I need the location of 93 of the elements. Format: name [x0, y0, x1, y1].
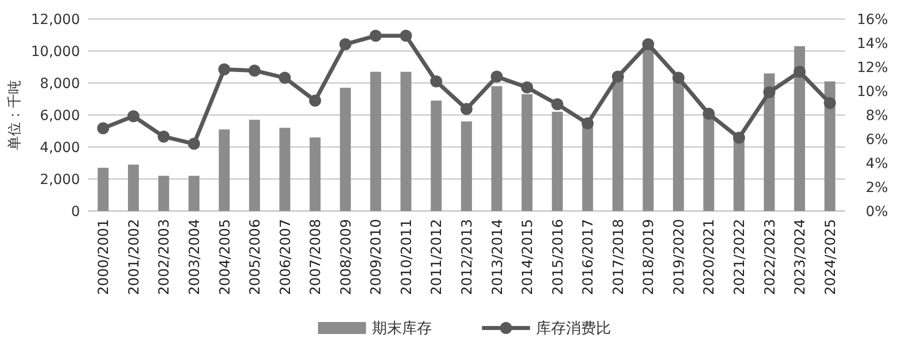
bar [158, 176, 170, 211]
point [370, 30, 382, 42]
point [490, 70, 503, 83]
point [733, 132, 746, 144]
x-tick-label: 2015/2016 [550, 218, 566, 295]
x-tick-label: 2009/2010 [368, 219, 385, 295]
bar [582, 126, 594, 211]
x-tick-label: 2010/2011 [398, 219, 415, 295]
x-tick-label: 2016/2017 [580, 219, 597, 295]
y-tick-label: 6,000 [40, 108, 80, 124]
x-tick-label: 2012/2013 [460, 219, 476, 295]
x-tick-label: 2021/2022 [732, 219, 748, 295]
point [430, 75, 442, 88]
y2-tick-label: 6% [866, 132, 888, 148]
y2-tick-label: 12% [856, 60, 888, 76]
x-tick-label: 2022/2023 [762, 219, 778, 295]
bar [461, 121, 472, 211]
point [127, 110, 140, 122]
x-tick-label: 2007/2008 [308, 219, 324, 295]
x-tick-label: 2002/2003 [156, 219, 173, 295]
x-tick-label: 2014/2015 [520, 219, 536, 295]
x-tick-label: 2017/2018 [610, 219, 627, 295]
x-tick-label: 2018/2019 [641, 219, 658, 295]
x-tick-label: 2008/2009 [338, 219, 354, 295]
bar [824, 81, 836, 211]
y2-tick-label: 8% [866, 108, 888, 124]
point [582, 117, 594, 130]
point [309, 94, 322, 107]
bar [673, 80, 684, 211]
point [400, 30, 412, 42]
y2-tick-label: 16% [856, 12, 888, 28]
point [763, 86, 776, 98]
bar [340, 88, 351, 211]
bar [703, 116, 714, 211]
point [672, 72, 684, 84]
x-tick-label: 2006/2007 [278, 219, 294, 295]
x-tick-label: 2023/2024 [792, 218, 809, 295]
y-tick-label: 12,000 [31, 12, 80, 28]
bar [794, 46, 806, 211]
y-tick-label: 2,000 [40, 172, 80, 188]
bar [764, 73, 775, 211]
y2-tick-label: 4% [866, 156, 888, 172]
x-tick-label: 2024/2025 [822, 219, 839, 295]
y2-tick-label: 14% [856, 36, 888, 52]
point [612, 70, 624, 83]
point [248, 64, 261, 77]
y2-tick-label: 0% [866, 204, 888, 220]
bar [310, 137, 321, 211]
point [702, 108, 715, 120]
point [158, 130, 170, 143]
point [278, 72, 291, 84]
bar [188, 176, 200, 211]
x-tick-label: 2011/2012 [429, 219, 446, 295]
bar [642, 49, 654, 211]
x-tick-label: 2019/2020 [671, 219, 688, 295]
x-tick-label: 2001/2002 [126, 219, 142, 295]
point [188, 138, 200, 150]
point [824, 97, 836, 109]
x-tick-label: 2004/2005 [217, 219, 234, 295]
bar [430, 100, 442, 211]
bar [400, 72, 412, 211]
point [521, 81, 534, 94]
legend-label: 期末库存 [372, 319, 432, 337]
y-tick-label: 0 [71, 204, 80, 220]
x-tick-label: 2000/2001 [96, 219, 112, 295]
bar [612, 80, 624, 211]
bar [128, 164, 139, 211]
y2-tick-label: 2% [866, 180, 888, 196]
x-tick-label: 2013/2014 [490, 218, 506, 295]
y-axis-title: 单位：千吨 [7, 80, 23, 150]
x-tick-label: 2003/2004 [186, 218, 203, 295]
bar [218, 129, 230, 211]
point [339, 38, 352, 50]
x-tick-label: 2005/2006 [248, 218, 264, 295]
point [794, 66, 806, 78]
y-tick-label: 8,000 [40, 76, 80, 92]
x-tick-label: 2020/2021 [702, 219, 718, 295]
point [460, 103, 472, 115]
bar [98, 168, 109, 211]
point [642, 38, 654, 50]
bar [552, 112, 563, 211]
y-tick-label: 10,000 [31, 44, 80, 60]
point [551, 98, 564, 110]
y2-tick-label: 10% [856, 84, 888, 100]
legend-label: 库存消费比 [536, 319, 611, 337]
bar [279, 128, 290, 211]
point [218, 63, 230, 76]
bar [522, 94, 533, 211]
bar [249, 120, 260, 211]
point [97, 122, 110, 134]
bar [370, 72, 382, 211]
bar [491, 86, 502, 211]
y-tick-label: 4,000 [40, 140, 80, 156]
